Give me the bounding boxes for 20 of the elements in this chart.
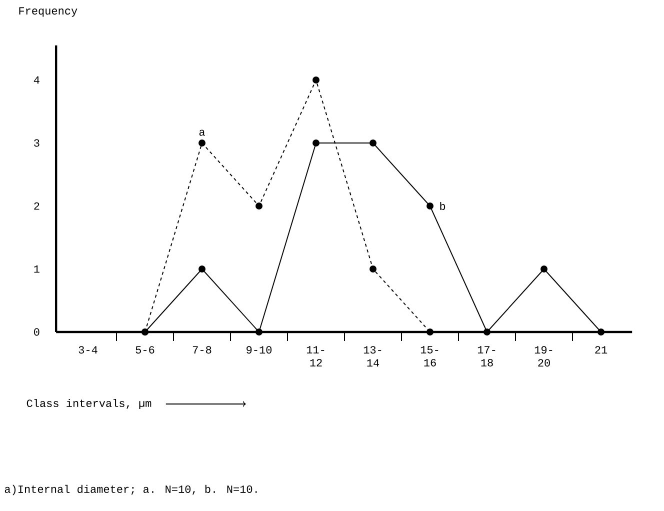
x-tick-label: 17-18	[478, 346, 496, 366]
y-tick-label: 0	[34, 328, 40, 336]
y-axis-title: Frequency	[19, 7, 78, 17]
x-tick-label: 15-16	[420, 346, 438, 366]
x-tick-label: 9-10	[246, 346, 272, 354]
y-tick-label: 4	[34, 76, 40, 84]
text: a)Internal diameter; a. N=10, b. N=10.	[4, 484, 257, 496]
x-tick-label: 3-4	[78, 346, 98, 354]
x-tick-label: 5-6	[136, 346, 154, 354]
x-tick-label: 11-12	[306, 346, 324, 366]
x-axis-title: Class intervals, µm	[26, 398, 152, 410]
y-tick-label: 3	[34, 139, 40, 147]
series-label: b	[440, 202, 446, 210]
series-label: a	[199, 130, 205, 136]
y-tick-label: 2	[34, 202, 40, 210]
x-tick-label: 19-20	[534, 346, 552, 367]
x-tick-label: 21	[595, 346, 608, 354]
y-tick-label: 1	[34, 265, 40, 273]
x-tick-label: 13-14	[364, 346, 382, 366]
x-tick-label: 7-8	[192, 346, 212, 354]
